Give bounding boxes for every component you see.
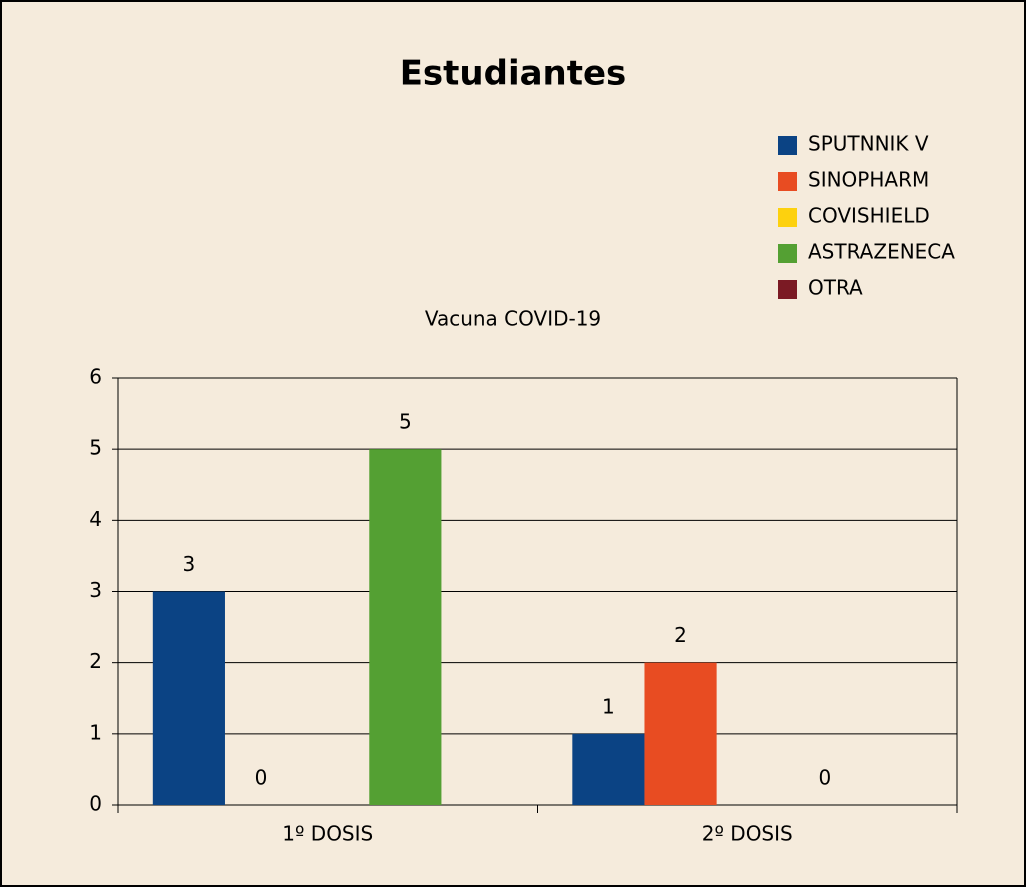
data-label: 0	[255, 766, 268, 790]
bar	[572, 733, 645, 805]
y-tick-label: 6	[89, 365, 102, 389]
y-tick-label: 2	[89, 649, 102, 673]
legend-swatch	[778, 280, 797, 299]
bar	[369, 449, 442, 805]
bar	[152, 591, 225, 805]
data-label: 3	[183, 552, 196, 576]
data-label: 1	[602, 694, 615, 718]
data-label: 0	[818, 766, 831, 790]
legend-label: ASTRAZENECA	[808, 240, 955, 264]
legend-swatch	[778, 208, 797, 227]
bar	[644, 662, 717, 805]
y-tick-label: 3	[89, 578, 102, 602]
x-tick-label: 1º DOSIS	[282, 822, 373, 846]
y-tick-label: 1	[89, 720, 102, 744]
y-tick-label: 0	[89, 792, 102, 816]
legend-swatch	[778, 136, 797, 155]
legend-label: SINOPHARM	[808, 168, 929, 192]
legend-label: OTRA	[808, 276, 863, 300]
y-tick-label: 4	[89, 507, 102, 531]
y-tick-label: 5	[89, 436, 102, 460]
chart-subtitle: Vacuna COVID-19	[425, 307, 601, 331]
x-tick-label: 2º DOSIS	[702, 822, 793, 846]
data-label: 5	[399, 410, 412, 434]
data-label: 2	[674, 623, 687, 647]
chart-title: Estudiantes	[400, 54, 627, 94]
legend-swatch	[778, 244, 797, 263]
legend-label: SPUTNNIK V	[808, 132, 929, 156]
legend-swatch	[778, 172, 797, 191]
legend-label: COVISHIELD	[808, 204, 930, 228]
